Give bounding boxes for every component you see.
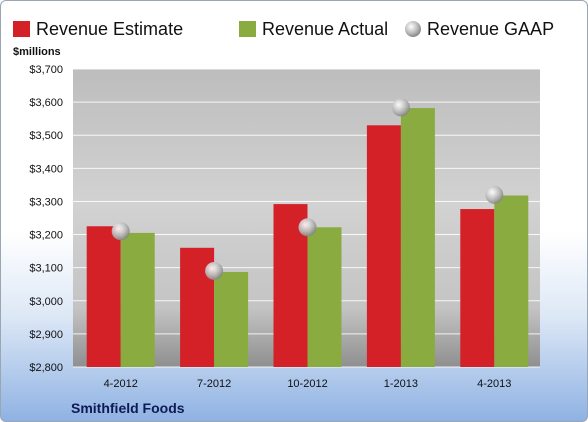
- company-name: Smithfield Foods: [71, 400, 185, 416]
- bar-revenue-actual: [214, 271, 249, 367]
- y-tick-label: $3,200: [29, 230, 63, 242]
- gaap-markers: [111, 98, 504, 280]
- x-tick-label: 4-2013: [477, 378, 511, 390]
- x-tick-label: 1-2013: [384, 378, 418, 390]
- legend: Revenue Estimate Revenue Actual Revenue GA…: [13, 19, 554, 39]
- bars: [86, 108, 529, 368]
- y-tick-label: $3,400: [29, 163, 63, 175]
- legend-label-1: Revenue Actual: [262, 19, 388, 39]
- legend-label-2: Revenue GAAP: [427, 19, 554, 39]
- bar-revenue-actual: [307, 227, 342, 367]
- y-axis-units-label: $millions: [13, 46, 61, 58]
- x-axis-tick-labels: 4-2012 7-2012 10-2012 1-2013 4-2013: [104, 378, 512, 390]
- marker-revenue-gaap: [111, 222, 130, 241]
- y-tick-label: $2,800: [29, 362, 63, 374]
- bar-revenue-estimate: [366, 125, 401, 368]
- legend-label-0: Revenue Estimate: [36, 19, 183, 39]
- bar-revenue-actual: [400, 108, 435, 368]
- x-tick-label: 10-2012: [287, 378, 327, 390]
- y-axis-tick-labels: $2,800 $2,900 $3,000 $3,100 $3,200 $3,300 $3,4…: [29, 64, 63, 374]
- legend-swatch-2: [405, 21, 421, 37]
- legend-swatch-1: [239, 21, 256, 37]
- marker-revenue-gaap: [391, 98, 410, 117]
- y-tick-label: $3,100: [29, 263, 63, 275]
- marker-revenue-gaap: [205, 261, 224, 280]
- y-tick-label: $2,900: [29, 329, 63, 341]
- bar-revenue-actual: [120, 232, 155, 367]
- x-tick-label: 7-2012: [197, 378, 231, 390]
- y-tick-label: $3,600: [29, 97, 63, 109]
- marker-revenue-gaap: [485, 185, 504, 204]
- bar-revenue-estimate: [86, 226, 121, 367]
- y-tick-label: $3,000: [29, 296, 63, 308]
- bar-revenue-estimate: [460, 209, 495, 367]
- y-tick-label: $3,300: [29, 196, 63, 208]
- legend-swatch-0: [13, 21, 30, 37]
- y-tick-label: $3,500: [29, 130, 63, 142]
- marker-revenue-gaap: [298, 218, 317, 237]
- x-tick-label: 4-2012: [104, 378, 138, 390]
- bar-revenue-actual: [494, 195, 529, 367]
- y-tick-label: $3,700: [29, 64, 63, 76]
